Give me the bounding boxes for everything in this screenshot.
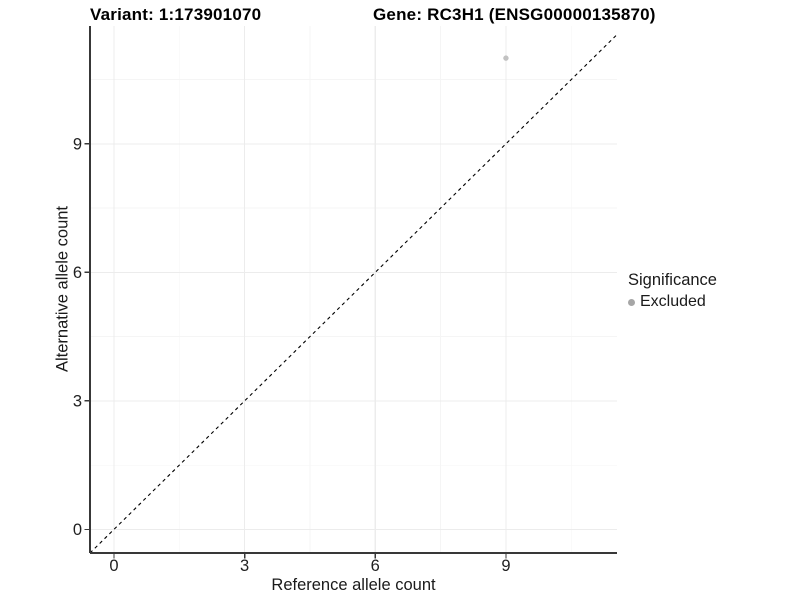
- y-tick-label: 3: [73, 392, 82, 410]
- x-tick-label: 0: [109, 557, 118, 575]
- y-tick-label: 9: [73, 135, 82, 153]
- identity-line: [89, 34, 618, 554]
- y-tick-label: 0: [73, 521, 82, 539]
- y-tick-label: 6: [73, 264, 82, 282]
- x-tick-label: 3: [240, 557, 249, 575]
- legend-item-label: Excluded: [640, 293, 706, 310]
- x-tick-label: 9: [501, 557, 510, 575]
- legend-item-excluded: Excluded: [628, 293, 717, 311]
- x-tick-label: 6: [371, 557, 380, 575]
- x-axis-title: Reference allele count: [271, 576, 436, 594]
- legend-point-icon: [628, 298, 635, 306]
- legend: Significance Excluded: [628, 271, 717, 311]
- y-axis-title: Alternative allele count: [53, 205, 72, 373]
- legend-title: Significance: [628, 271, 717, 289]
- plot-title-variant: Variant: 1:173901070: [90, 5, 262, 24]
- plot-title-gene: Gene: RC3H1 (ENSG00000135870): [373, 5, 656, 24]
- data-point: [503, 55, 509, 61]
